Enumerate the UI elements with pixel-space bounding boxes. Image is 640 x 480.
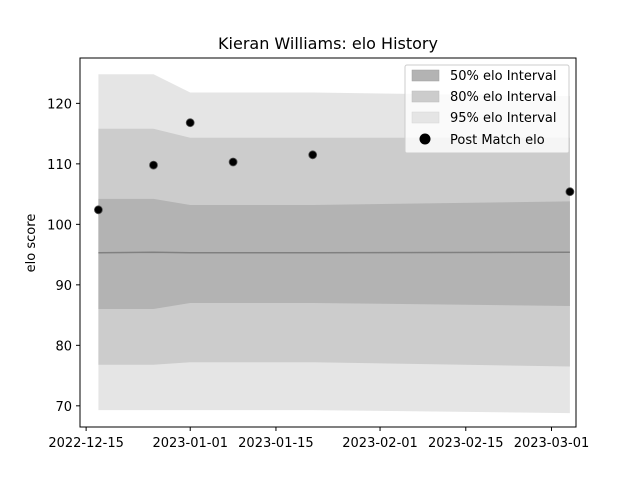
plot-frame bbox=[79, 57, 577, 428]
y-axis-label: elo score bbox=[24, 214, 39, 273]
x-tick-label: 2023-01-15 bbox=[238, 436, 314, 451]
y-tick-label: 120 bbox=[47, 97, 72, 112]
x-tick-label: 2023-03-01 bbox=[514, 436, 590, 451]
x-tick-label: 2023-02-01 bbox=[342, 436, 418, 451]
band-50 bbox=[98, 198, 570, 309]
legend-label-80: 80% elo Interval bbox=[450, 90, 557, 105]
legend-label-95: 95% elo Interval bbox=[450, 111, 557, 126]
data-point bbox=[94, 205, 103, 215]
post-match-points bbox=[94, 118, 575, 215]
legend-swatch-80 bbox=[411, 90, 440, 103]
legend-marker-points bbox=[419, 133, 431, 145]
y-tick-label: 110 bbox=[47, 158, 72, 173]
data-point bbox=[565, 187, 575, 197]
x-tick-label: 2023-02-15 bbox=[428, 436, 504, 451]
legend: 50% elo Interval 80% elo Interval 95% el… bbox=[404, 64, 570, 154]
data-point bbox=[149, 160, 158, 170]
legend-frame bbox=[404, 64, 570, 154]
legend-label-50: 50% elo Interval bbox=[450, 69, 557, 84]
mean-line-group bbox=[98, 251, 570, 254]
mean-line bbox=[98, 251, 570, 254]
interval-bands bbox=[98, 74, 570, 414]
y-tick-label: 100 bbox=[47, 218, 72, 233]
x-tick-label: 2022-12-15 bbox=[48, 436, 124, 451]
legend-swatch-50 bbox=[411, 69, 440, 82]
data-point bbox=[185, 118, 195, 128]
data-point bbox=[228, 157, 238, 167]
x-axis-ticks: 2022-12-15 2023-01-01 2023-01-15 2023-02-01… bbox=[48, 427, 589, 451]
y-axis-ticks: 70 80 90 100 110 120 bbox=[47, 97, 80, 415]
chart-title: Kieran Williams: elo History bbox=[218, 34, 438, 53]
y-tick-label: 80 bbox=[55, 339, 72, 354]
y-tick-label: 90 bbox=[55, 279, 72, 294]
legend-label-points: Post Match elo bbox=[450, 133, 545, 148]
y-tick-label: 70 bbox=[55, 400, 72, 415]
x-tick-label: 2023-01-01 bbox=[152, 436, 228, 451]
legend-swatch-95 bbox=[411, 111, 440, 124]
data-point bbox=[308, 150, 318, 160]
